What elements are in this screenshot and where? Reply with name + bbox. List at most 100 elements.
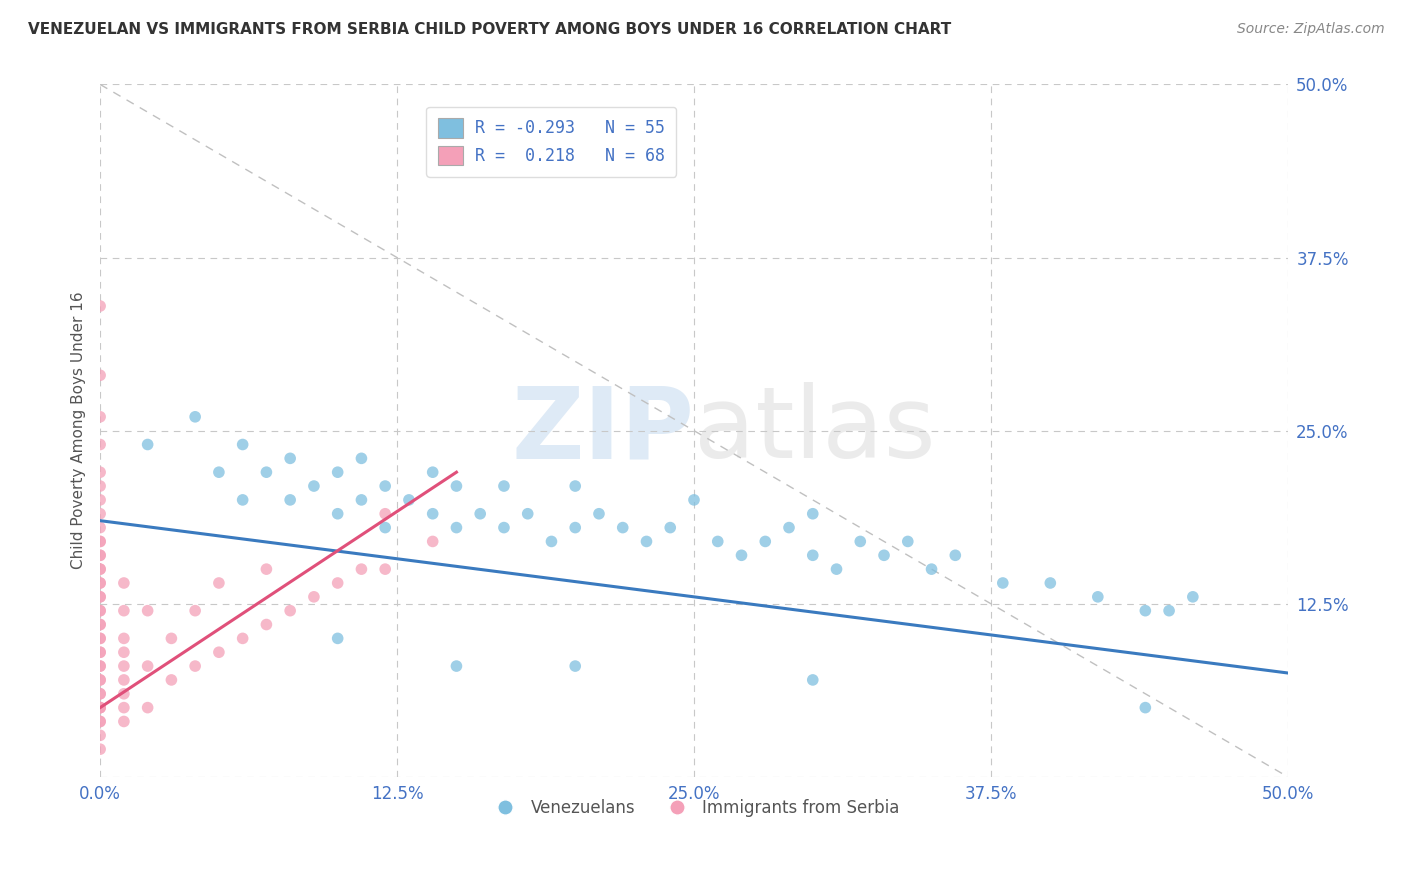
Point bbox=[89, 590, 111, 604]
Point bbox=[374, 479, 396, 493]
Point bbox=[184, 604, 207, 618]
Point bbox=[350, 451, 373, 466]
Point bbox=[1135, 604, 1157, 618]
Point bbox=[1135, 700, 1157, 714]
Point bbox=[184, 659, 207, 673]
Point bbox=[278, 492, 301, 507]
Point bbox=[136, 659, 159, 673]
Point bbox=[89, 673, 111, 687]
Point bbox=[1039, 576, 1062, 591]
Point bbox=[659, 520, 682, 534]
Point bbox=[422, 507, 444, 521]
Point bbox=[89, 465, 111, 479]
Point bbox=[754, 534, 776, 549]
Point bbox=[89, 576, 111, 591]
Point bbox=[208, 645, 231, 659]
Point bbox=[89, 562, 111, 576]
Point bbox=[112, 700, 135, 714]
Point bbox=[89, 632, 111, 646]
Point bbox=[706, 534, 728, 549]
Point bbox=[326, 465, 349, 479]
Point bbox=[89, 549, 111, 563]
Point bbox=[446, 520, 468, 534]
Point bbox=[89, 714, 111, 729]
Point bbox=[801, 549, 824, 563]
Point bbox=[112, 632, 135, 646]
Point bbox=[112, 576, 135, 591]
Point bbox=[254, 562, 277, 576]
Point bbox=[89, 700, 111, 714]
Point bbox=[302, 479, 325, 493]
Point bbox=[446, 479, 468, 493]
Point bbox=[89, 534, 111, 549]
Point bbox=[112, 645, 135, 659]
Point bbox=[89, 590, 111, 604]
Point bbox=[112, 687, 135, 701]
Point bbox=[89, 604, 111, 618]
Point bbox=[1157, 604, 1180, 618]
Point bbox=[136, 604, 159, 618]
Point bbox=[516, 507, 538, 521]
Point bbox=[89, 299, 111, 313]
Point bbox=[683, 492, 706, 507]
Point bbox=[89, 368, 111, 383]
Text: atlas: atlas bbox=[695, 382, 935, 479]
Point bbox=[89, 645, 111, 659]
Point bbox=[254, 617, 277, 632]
Point bbox=[350, 562, 373, 576]
Point bbox=[89, 700, 111, 714]
Point bbox=[374, 507, 396, 521]
Point bbox=[564, 659, 586, 673]
Point bbox=[326, 632, 349, 646]
Point bbox=[943, 549, 966, 563]
Point bbox=[492, 520, 515, 534]
Point bbox=[730, 549, 752, 563]
Point bbox=[89, 687, 111, 701]
Point bbox=[302, 590, 325, 604]
Point bbox=[89, 714, 111, 729]
Point bbox=[112, 659, 135, 673]
Point bbox=[398, 492, 420, 507]
Point bbox=[612, 520, 634, 534]
Point bbox=[184, 409, 207, 424]
Point bbox=[778, 520, 800, 534]
Point bbox=[208, 576, 231, 591]
Point bbox=[89, 534, 111, 549]
Point bbox=[89, 687, 111, 701]
Point bbox=[897, 534, 920, 549]
Point bbox=[112, 604, 135, 618]
Point bbox=[89, 576, 111, 591]
Point bbox=[89, 604, 111, 618]
Point bbox=[849, 534, 872, 549]
Point bbox=[89, 562, 111, 576]
Point bbox=[89, 659, 111, 673]
Point bbox=[825, 562, 848, 576]
Point bbox=[326, 507, 349, 521]
Point bbox=[636, 534, 658, 549]
Point bbox=[470, 507, 492, 521]
Point bbox=[422, 534, 444, 549]
Point bbox=[89, 742, 111, 756]
Point bbox=[564, 520, 586, 534]
Y-axis label: Child Poverty Among Boys Under 16: Child Poverty Among Boys Under 16 bbox=[72, 292, 86, 569]
Point bbox=[160, 632, 183, 646]
Point bbox=[422, 465, 444, 479]
Point bbox=[89, 617, 111, 632]
Point bbox=[921, 562, 943, 576]
Text: VENEZUELAN VS IMMIGRANTS FROM SERBIA CHILD POVERTY AMONG BOYS UNDER 16 CORRELATI: VENEZUELAN VS IMMIGRANTS FROM SERBIA CHI… bbox=[28, 22, 952, 37]
Point bbox=[89, 549, 111, 563]
Text: Source: ZipAtlas.com: Source: ZipAtlas.com bbox=[1237, 22, 1385, 37]
Point bbox=[89, 645, 111, 659]
Point bbox=[350, 492, 373, 507]
Point bbox=[89, 507, 111, 521]
Point bbox=[446, 659, 468, 673]
Point bbox=[873, 549, 896, 563]
Point bbox=[232, 632, 254, 646]
Point bbox=[160, 673, 183, 687]
Point bbox=[801, 673, 824, 687]
Point bbox=[89, 700, 111, 714]
Point bbox=[374, 520, 396, 534]
Point bbox=[232, 437, 254, 451]
Point bbox=[112, 714, 135, 729]
Point bbox=[492, 479, 515, 493]
